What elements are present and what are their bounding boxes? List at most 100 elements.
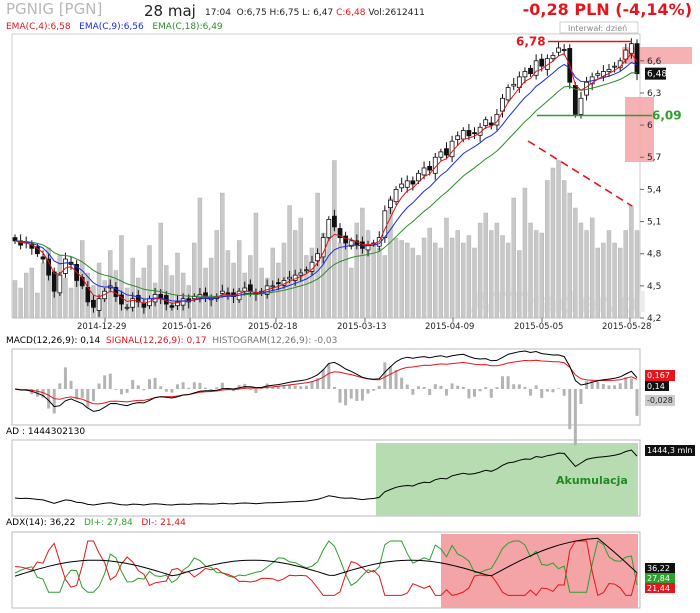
macd-histogram-bar bbox=[187, 387, 191, 389]
volume-bar bbox=[601, 242, 606, 319]
volume-bar bbox=[371, 242, 376, 319]
macd-histogram-bar bbox=[58, 383, 62, 389]
volume-bar bbox=[449, 237, 455, 319]
high-value: H:6,75 bbox=[269, 8, 300, 18]
macd-histogram-bar bbox=[304, 385, 308, 389]
candle-body bbox=[595, 73, 601, 76]
volume-bar bbox=[40, 262, 46, 319]
candle-body bbox=[404, 180, 410, 188]
macd-histogram-bar bbox=[164, 389, 168, 392]
macd-histogram-bar bbox=[394, 369, 398, 389]
price-panel-frame bbox=[11, 33, 641, 319]
volume-bar bbox=[578, 222, 584, 319]
resistance-label: 6,78 bbox=[516, 35, 546, 49]
macd-histogram-bar bbox=[97, 383, 101, 389]
volume-bar bbox=[12, 280, 18, 319]
volume-bar bbox=[444, 217, 449, 319]
adx-value-box bbox=[645, 563, 675, 573]
candle-body bbox=[275, 282, 281, 285]
macd-histogram-bar bbox=[383, 362, 387, 389]
volume-bar bbox=[494, 222, 500, 319]
macd-histogram-bar bbox=[176, 384, 180, 389]
candle-body bbox=[320, 237, 326, 258]
volume-bar bbox=[320, 232, 326, 319]
macd-histogram-bar bbox=[629, 378, 633, 389]
volume-bar bbox=[623, 230, 628, 319]
ema4-line bbox=[14, 52, 638, 305]
signal-value-label: 0,167 bbox=[647, 371, 670, 380]
volume-bar bbox=[561, 180, 567, 319]
diminus-line bbox=[14, 540, 638, 597]
macd-histogram-bar bbox=[501, 376, 505, 389]
macd-histogram-bar bbox=[198, 382, 202, 389]
candle-body bbox=[51, 271, 57, 292]
volume-bar bbox=[472, 247, 477, 319]
price-axis-label: 4,5 bbox=[647, 282, 661, 292]
volume-bar bbox=[29, 267, 35, 319]
ohlc-readout: 17:04 O:6,75 H:6,75 L: 6,47 C:6,48 Vol:2… bbox=[205, 8, 425, 18]
trend-arrow-line bbox=[527, 140, 633, 207]
candle-body bbox=[332, 215, 337, 228]
macd-histogram-bar bbox=[232, 389, 236, 392]
macd-histogram-bar bbox=[534, 385, 538, 389]
macd-histogram-bar bbox=[506, 376, 510, 389]
candle-body bbox=[500, 97, 505, 112]
macd-histogram-bar bbox=[91, 389, 95, 402]
open-value: O:6,75 bbox=[236, 8, 267, 18]
volume-bar bbox=[158, 222, 163, 319]
macd-histogram-bar bbox=[63, 367, 67, 389]
volume-bar bbox=[489, 230, 494, 319]
macd-histogram-bar bbox=[108, 373, 112, 389]
macd-histogram-bar bbox=[433, 384, 437, 389]
last-price-box bbox=[645, 67, 666, 80]
volume-bar bbox=[612, 242, 617, 319]
low-value: L: 6,47 bbox=[302, 8, 334, 18]
candle-body bbox=[606, 68, 612, 72]
volume-bar bbox=[573, 207, 578, 319]
ad-legend: AD : 1444302130 bbox=[6, 427, 86, 437]
macd-histogram-bar bbox=[80, 389, 84, 398]
date-axis-label: 2015-04-09 bbox=[425, 322, 474, 332]
macd-label: MACD(12,26,9): 0,14 bbox=[6, 336, 101, 346]
volume-bar bbox=[304, 255, 309, 319]
candle-body bbox=[12, 237, 18, 242]
volume-bar bbox=[595, 247, 600, 319]
macd-histogram-bar bbox=[271, 386, 275, 389]
macd-histogram-bar bbox=[321, 369, 325, 389]
candle-body bbox=[528, 67, 533, 75]
candle-body bbox=[40, 256, 46, 260]
macd-histogram-bar bbox=[209, 389, 213, 391]
macd-histogram-bar bbox=[585, 381, 589, 389]
candle-body bbox=[612, 65, 617, 68]
macd-histogram-bar bbox=[377, 385, 381, 389]
macd-histogram-bar bbox=[86, 389, 90, 408]
price-axis-label: 6,3 bbox=[647, 89, 661, 99]
volume-bar bbox=[433, 242, 438, 319]
macd-histogram-bar bbox=[529, 389, 533, 396]
volume-bar bbox=[169, 275, 175, 319]
candle-body bbox=[466, 130, 472, 137]
volume-bar bbox=[96, 262, 102, 319]
macd-histogram-bar bbox=[635, 389, 639, 416]
macd-legend: MACD(12,26,9): 0,14 SIGNAL(12,26,9): 0,1… bbox=[6, 336, 337, 346]
candle-body bbox=[539, 58, 545, 67]
volume-bar bbox=[550, 167, 556, 319]
macd-histogram-bar bbox=[360, 389, 364, 401]
candle-body bbox=[444, 148, 449, 156]
ad-value-label: 1444,3 mln bbox=[647, 446, 693, 455]
macd-histogram-bar bbox=[355, 389, 359, 401]
macd-histogram-bar bbox=[601, 383, 605, 389]
macd-histogram-bar bbox=[366, 389, 370, 394]
price-axis-label: 4,2 bbox=[647, 314, 661, 324]
candle-body bbox=[96, 298, 102, 311]
volume-bar bbox=[617, 247, 623, 319]
candle-body bbox=[360, 241, 365, 249]
macd-histogram-bar bbox=[456, 385, 460, 389]
candle-body bbox=[393, 188, 399, 203]
macd-histogram-bar bbox=[69, 380, 73, 389]
macd-histogram-bar bbox=[428, 389, 432, 395]
macd-histogram-bar bbox=[52, 389, 56, 414]
candle-body bbox=[578, 97, 584, 115]
volume-bar bbox=[589, 217, 595, 319]
volume-bar bbox=[119, 235, 124, 319]
